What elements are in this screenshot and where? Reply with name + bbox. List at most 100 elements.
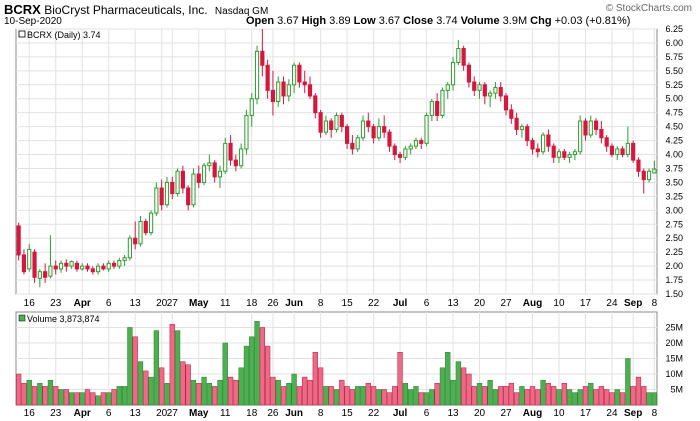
candle — [355, 135, 360, 152]
candle-body — [366, 120, 371, 128]
candle-body — [21, 254, 27, 273]
candle — [435, 93, 440, 122]
candle-body — [313, 95, 318, 114]
volume-bar — [355, 386, 361, 406]
x-tick-label: 13 — [447, 298, 459, 309]
stat-label-volume: Volume — [460, 15, 500, 27]
volume-bar — [561, 383, 567, 406]
candle — [212, 160, 217, 183]
candle-body — [541, 134, 546, 153]
candle — [461, 45, 466, 71]
candle — [424, 112, 429, 147]
volume-bar — [100, 392, 107, 406]
candle-body — [631, 142, 636, 161]
candle — [133, 221, 138, 250]
candle — [117, 257, 122, 269]
candle — [631, 140, 636, 163]
volume-bar — [588, 383, 594, 406]
candle-body — [546, 134, 551, 147]
volume-bar — [487, 379, 493, 406]
y-tick-label: 6.25 — [665, 24, 683, 34]
candle-body — [228, 142, 233, 161]
volume-bar — [121, 386, 128, 406]
candle — [397, 151, 403, 163]
candle — [509, 104, 514, 124]
y-tick-label: 3.50 — [665, 177, 683, 187]
candle — [74, 260, 80, 272]
candle-body — [117, 260, 122, 267]
x-tick-label: May — [189, 408, 209, 419]
volume-bar — [280, 386, 287, 406]
candle-body — [276, 81, 281, 103]
volume-bar — [249, 336, 255, 406]
volume-y-tick-label: 10M — [665, 369, 683, 379]
candle-body — [159, 187, 164, 206]
candle — [392, 143, 397, 161]
candle — [615, 146, 620, 161]
volume-bar — [455, 361, 461, 406]
candle-body — [562, 151, 567, 158]
candle-body — [133, 237, 138, 245]
volume-bar — [498, 386, 504, 406]
candle — [154, 182, 159, 216]
x-tick-label: 6 — [106, 408, 112, 419]
volume-bar — [344, 386, 350, 406]
candle-body — [382, 126, 387, 133]
candle-body — [307, 84, 313, 97]
volume-bar — [540, 379, 546, 406]
candle — [382, 115, 387, 138]
candle — [58, 260, 64, 273]
candle-body — [408, 145, 413, 150]
x-tick-label: 15 — [342, 298, 354, 309]
candle — [625, 126, 630, 158]
volume-bar — [174, 330, 181, 406]
volume-bar — [418, 392, 424, 406]
candle — [80, 263, 85, 271]
candle-body — [239, 148, 244, 167]
candle-body — [154, 187, 159, 214]
x-tick-label: 27 — [500, 408, 512, 419]
candle — [318, 109, 323, 138]
candle — [620, 146, 625, 158]
candle — [127, 235, 132, 261]
legend-swatch — [18, 314, 26, 322]
volume-bar — [360, 386, 366, 406]
candle-body — [371, 126, 376, 139]
candle-body — [509, 109, 514, 119]
x-tick-label: 6 — [106, 298, 112, 309]
candle-body — [578, 120, 583, 153]
x-tick-label: 10 — [553, 408, 565, 419]
x-tick-label: Sep — [624, 298, 642, 309]
candle — [101, 263, 106, 271]
candle-body — [435, 101, 440, 116]
candle-body — [286, 84, 291, 97]
candle-body — [85, 265, 90, 270]
candle-body — [196, 173, 201, 183]
candle — [599, 121, 604, 144]
candle-body — [175, 170, 180, 195]
candle — [223, 137, 228, 175]
candle-body — [482, 84, 487, 97]
volume-bar — [545, 383, 552, 406]
candle-body — [530, 140, 535, 150]
volume-bar — [508, 383, 514, 406]
candle — [493, 82, 498, 99]
volume-bar — [233, 379, 239, 406]
candle — [292, 62, 297, 94]
volume-bar — [582, 386, 589, 406]
volume-bar — [402, 383, 409, 406]
candle-body — [223, 142, 228, 172]
volume-bar — [190, 379, 197, 406]
candle-body — [16, 225, 21, 256]
candle-body — [588, 120, 593, 136]
volume-bar — [95, 395, 101, 406]
volume-bar — [153, 330, 160, 406]
x-tick-label: 6 — [424, 408, 430, 419]
candle — [90, 266, 95, 275]
y-tick-label: 2.25 — [665, 247, 683, 257]
candle — [387, 129, 392, 152]
candle-body — [58, 262, 64, 270]
x-tick-label: May — [189, 298, 209, 309]
candle-body — [525, 126, 530, 142]
volume-bar — [429, 389, 435, 406]
